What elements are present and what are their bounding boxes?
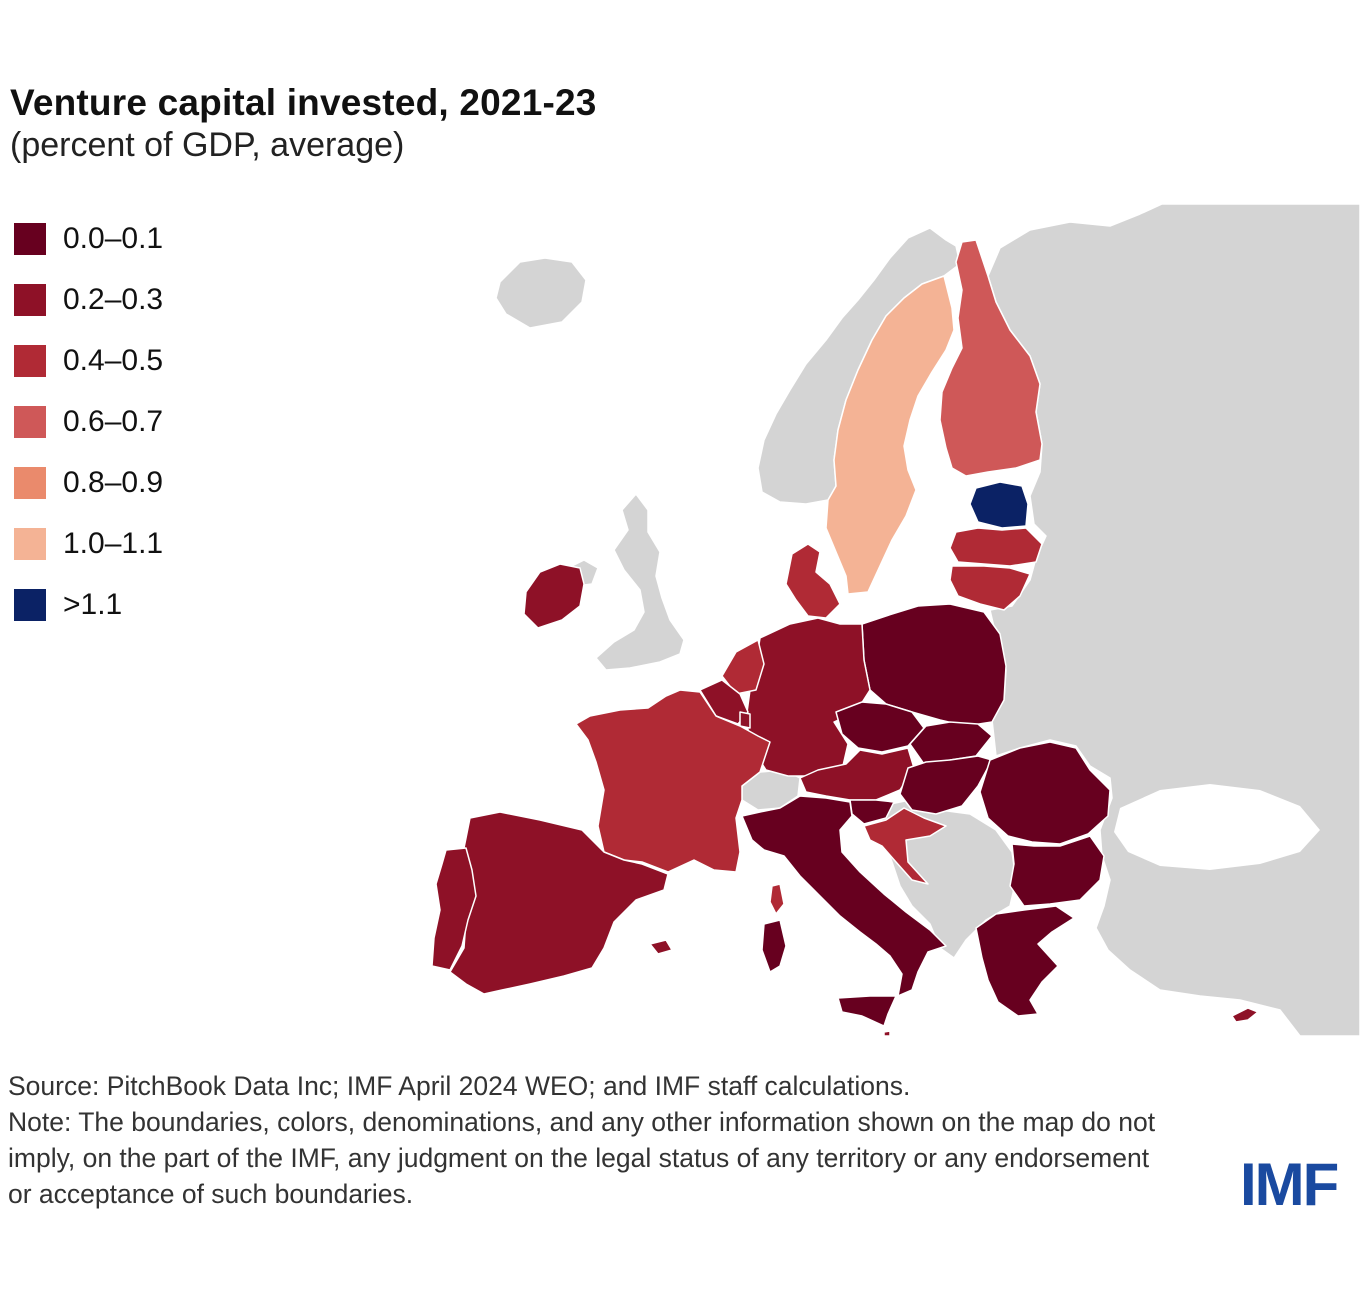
country-hungary bbox=[899, 755, 993, 815]
country-italy-sicily bbox=[837, 995, 897, 1027]
legend-label: 1.0–1.1 bbox=[63, 526, 164, 560]
non-eu-land bbox=[495, 203, 1361, 1037]
legend-label: >1.1 bbox=[63, 587, 123, 621]
country-italy bbox=[741, 795, 947, 997]
legend-item: 0.8–0.9 bbox=[14, 452, 163, 513]
country-balearic-islands bbox=[649, 939, 673, 955]
land-great-britain bbox=[595, 493, 685, 671]
legend-item: 0.0–0.1 bbox=[14, 208, 163, 269]
europe-map bbox=[431, 203, 1361, 1037]
legend-item: 0.4–0.5 bbox=[14, 330, 163, 391]
source-text: Source: PitchBook Data Inc; IMF April 20… bbox=[8, 1071, 911, 1101]
legend-item: 0.2–0.3 bbox=[14, 269, 163, 330]
legend-label: 0.6–0.7 bbox=[63, 404, 164, 438]
chart-title: Venture capital invested, 2021-23 bbox=[10, 82, 597, 123]
country-malta bbox=[883, 1030, 891, 1037]
country-france bbox=[575, 689, 771, 873]
country-lithuania bbox=[949, 565, 1031, 611]
country-sweden bbox=[825, 275, 955, 595]
country-estonia bbox=[969, 481, 1029, 529]
legend: 0.0–0.1 0.2–0.3 0.4–0.5 0.6–0.7 0.8–0.9 … bbox=[14, 208, 163, 635]
legend-swatch bbox=[14, 405, 46, 438]
legend-label: 0.2–0.3 bbox=[63, 282, 164, 316]
country-finland bbox=[939, 239, 1043, 477]
country-croatia bbox=[863, 807, 947, 885]
legend-label: 0.0–0.1 bbox=[63, 221, 164, 255]
country-poland bbox=[861, 603, 1007, 727]
country-ireland bbox=[523, 563, 585, 629]
imf-logo: IMF bbox=[1240, 1151, 1339, 1218]
chart-subtitle: (percent of GDP, average) bbox=[10, 126, 405, 164]
eu-countries bbox=[431, 239, 1259, 1037]
legend-swatch bbox=[14, 527, 46, 560]
land-iceland bbox=[495, 257, 587, 329]
legend-swatch bbox=[14, 222, 46, 255]
legend-label: 0.4–0.5 bbox=[63, 343, 164, 377]
legend-swatch bbox=[14, 344, 46, 377]
country-luxembourg bbox=[739, 711, 751, 729]
legend-item: 1.0–1.1 bbox=[14, 513, 163, 574]
country-denmark bbox=[785, 543, 841, 619]
country-bulgaria bbox=[1009, 835, 1105, 907]
country-greece bbox=[975, 905, 1075, 1017]
country-latvia bbox=[949, 527, 1043, 567]
legend-item: 0.6–0.7 bbox=[14, 391, 163, 452]
legend-item: >1.1 bbox=[14, 574, 163, 635]
country-romania bbox=[979, 741, 1111, 845]
legend-swatch bbox=[14, 466, 46, 499]
legend-swatch bbox=[14, 283, 46, 316]
country-portugal bbox=[431, 847, 477, 971]
country-cyprus bbox=[1231, 1007, 1259, 1023]
legend-label: 0.8–0.9 bbox=[63, 465, 164, 499]
note-text: Note: The boundaries, colors, denominati… bbox=[8, 1107, 1156, 1209]
legend-swatch bbox=[14, 588, 46, 621]
country-italy-sardinia bbox=[761, 919, 787, 973]
black-sea bbox=[1114, 784, 1320, 870]
land-switzerland bbox=[741, 769, 801, 811]
country-france-corsica bbox=[769, 883, 785, 915]
footer: Source: PitchBook Data Inc; IMF April 20… bbox=[8, 1068, 1158, 1212]
